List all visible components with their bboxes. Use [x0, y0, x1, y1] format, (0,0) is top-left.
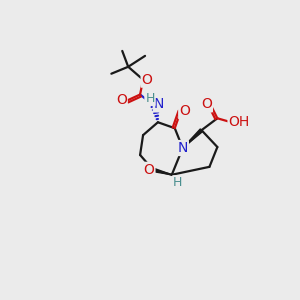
Text: N: N [154, 98, 164, 111]
Text: H: H [145, 92, 155, 105]
Text: O: O [142, 73, 152, 87]
Text: O: O [116, 94, 127, 107]
Text: O: O [144, 163, 154, 177]
Polygon shape [183, 129, 203, 148]
Text: O: O [201, 98, 212, 111]
Text: N: N [178, 141, 188, 155]
Text: H: H [173, 176, 182, 189]
Polygon shape [152, 168, 172, 175]
Text: O: O [179, 104, 190, 118]
Text: OH: OH [229, 115, 250, 129]
